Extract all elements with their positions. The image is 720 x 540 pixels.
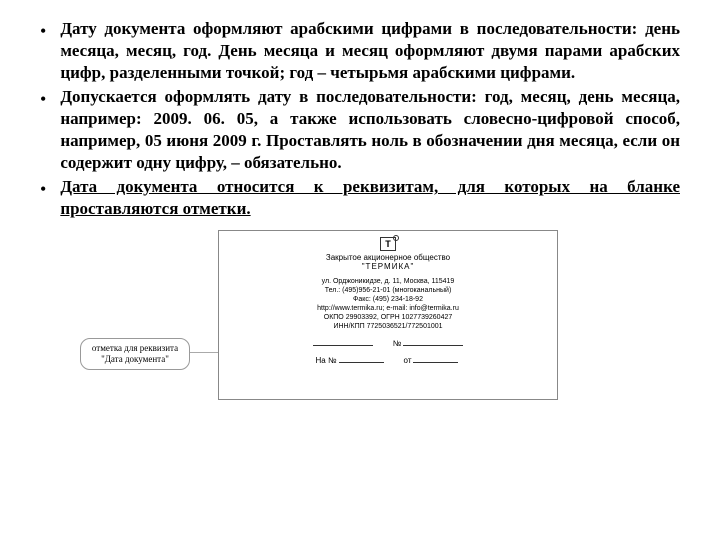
org-type: Закрытое акционерное общество (233, 253, 543, 262)
okpo-line: ОКПО 29903392, ОГРН 1027739260427 (233, 313, 543, 322)
web-line: http://www.termika.ru; e-mail: info@term… (233, 304, 543, 313)
bullet-marker: • (40, 178, 46, 200)
list-item: • Дата документа относится к реквизитам,… (40, 176, 680, 220)
org-name: "ТЕРМИКА" (233, 262, 543, 271)
list-item: • Допускается оформлять дату в последова… (40, 86, 680, 174)
bullet-marker: • (40, 20, 46, 42)
callout-line2: "Дата документа" (89, 354, 181, 365)
callout-line1: отметка для реквизита (89, 343, 181, 354)
bullet-text: Дату документа оформляют арабскими цифра… (60, 18, 680, 84)
bullet-text: Допускается оформлять дату в последовате… (60, 86, 680, 174)
number-label: № (393, 339, 402, 348)
ref-date-blank (413, 354, 458, 363)
date-number-row: № (233, 337, 543, 348)
bullet-marker: • (40, 88, 46, 110)
date-blank (313, 337, 373, 346)
ref-number-label: На № (316, 356, 337, 365)
callout-label: отметка для реквизита "Дата документа" (80, 338, 190, 370)
number-blank (403, 337, 463, 346)
list-item: • Дату документа оформляют арабскими циф… (40, 18, 680, 84)
letterhead-form: T Закрытое акционерное общество "ТЕРМИКА… (218, 230, 558, 400)
bullet-text: Дата документа относится к реквизитам, д… (60, 176, 680, 220)
address-line: ул. Орджоникидзе, д. 11, Москва, 115419 (233, 277, 543, 286)
phone-line: Тел.: (495)956-21-01 (многоканальный) (233, 286, 543, 295)
ref-number-blank (339, 354, 384, 363)
form-illustration: отметка для реквизита "Дата документа" T… (80, 230, 680, 400)
inn-line: ИНН/КПП 7725036521/772501001 (233, 322, 543, 331)
fax-line: Факс: (495) 234-18-92 (233, 295, 543, 304)
bullet-list: • Дату документа оформляют арабскими циф… (40, 18, 680, 220)
ref-date-label: от (404, 356, 412, 365)
callout-connector (190, 352, 218, 353)
company-logo: T (380, 237, 396, 251)
reference-row: На № от (233, 354, 543, 365)
